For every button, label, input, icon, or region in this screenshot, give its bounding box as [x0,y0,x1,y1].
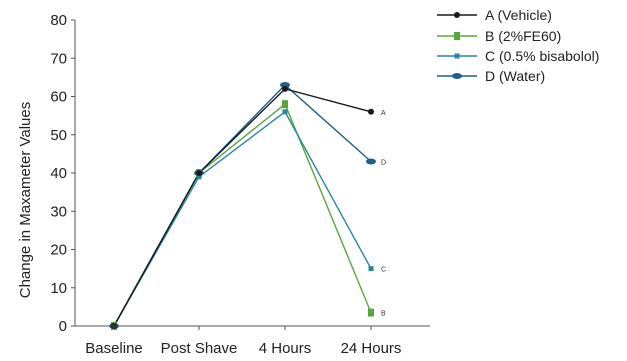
series-end-labels: A B C D [381,110,386,318]
x-axis-ticks: Baseline Post Shave 4 Hours 24 Hours [85,326,401,357]
x-tick-label: Post Shave [161,340,238,357]
baseline-point [111,323,117,329]
data-point-c [368,266,374,272]
data-point-b [282,100,288,109]
series-line-c [113,110,372,327]
series-line-d [113,84,372,327]
data-point-d [280,82,290,89]
data-point-a [282,85,288,92]
data-point-c [196,174,202,180]
series-line-b [113,103,372,327]
series-lines [113,84,372,327]
x-tick-label: Baseline [85,340,143,357]
end-label-c: C [381,267,386,274]
legend-label: C (0.5% bisabolol) [485,48,599,64]
end-label-d: D [381,160,386,167]
legend-label: B (2%FE60) [485,28,561,44]
y-axis-ticks: 0 10 20 30 40 50 60 70 80 [50,12,75,335]
end-label-a: A [381,110,386,117]
legend-label: A (Vehicle) [485,7,552,23]
y-tick-label: 0 [59,318,67,335]
legend-marker-c [454,53,460,59]
data-point-c [282,109,288,115]
y-tick-label: 70 [50,50,67,67]
y-tick-label: 60 [50,89,67,106]
legend-marker-a [454,12,460,18]
x-tick-label: 24 Hours [341,340,402,357]
data-point-a [368,108,374,115]
axes [74,20,430,327]
end-label-b: B [381,311,386,318]
x-tick-label: 4 Hours [259,340,312,357]
legend-marker-d [452,73,462,79]
y-axis-label: Change in Maxameter Values [17,102,34,299]
data-point-a [196,170,202,176]
series-markers [109,82,376,330]
series-line-a [113,88,372,327]
y-tick-label: 10 [50,280,67,297]
legend-marker-b [454,32,460,40]
data-point-b [368,308,374,317]
y-tick-label: 40 [50,165,67,182]
legend: A (Vehicle) B (2%FE60) C (0.5% bisabolol) D… [437,7,599,84]
y-tick-label: 50 [50,127,67,144]
legend-label: D (Water) [485,68,545,84]
data-point-d [366,158,376,165]
y-tick-label: 80 [50,12,67,29]
y-tick-label: 20 [50,242,67,259]
y-tick-label: 30 [50,203,67,220]
